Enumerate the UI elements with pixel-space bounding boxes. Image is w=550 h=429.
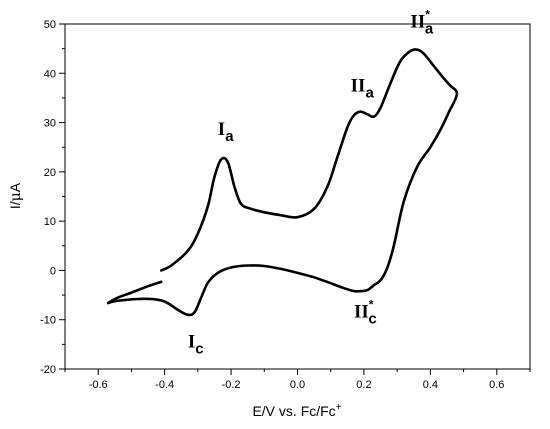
y-tick-label: 20 — [44, 167, 56, 179]
x-tick-label: -0.4 — [155, 379, 174, 391]
peak-label-iia: IIa — [351, 76, 375, 102]
cv-curve — [106, 48, 459, 317]
peak-label-iistara: II* a — [410, 7, 433, 37]
x-tick-label: 0.6 — [489, 379, 504, 391]
y-tick-label: 40 — [44, 68, 56, 80]
peak-label-iistarc: II* c — [354, 297, 377, 327]
x-tick-label: 0.4 — [423, 379, 438, 391]
y-tick-label: -20 — [40, 364, 56, 376]
y-tick-label: -10 — [40, 315, 56, 327]
axis-ticks: -0.6 -0.4 -0.2 0.0 0.2 0.4 0.6 -20 -10 0 10 20 30 40 5… — [40, 19, 531, 391]
x-tick-label: -0.2 — [222, 379, 241, 391]
y-tick-label: 0 — [50, 265, 56, 277]
x-tick-label: 0.0 — [290, 379, 305, 391]
y-axis-title: I/μA — [7, 182, 24, 209]
peak-label-ia: Ia — [218, 119, 234, 145]
y-tick-label: 50 — [44, 19, 56, 31]
plot-frame — [64, 23, 531, 370]
x-tick-label: 0.2 — [356, 379, 371, 391]
x-axis-title: E/V vs. Fc/Fc+ — [252, 402, 341, 419]
peak-annotations: Ia IIa II* a Ic II* c — [188, 7, 434, 357]
y-tick-label: 30 — [44, 118, 56, 130]
x-tick-label: -0.6 — [89, 379, 108, 391]
peak-label-ic: Ic — [188, 331, 204, 357]
y-tick-label: 10 — [44, 216, 56, 228]
